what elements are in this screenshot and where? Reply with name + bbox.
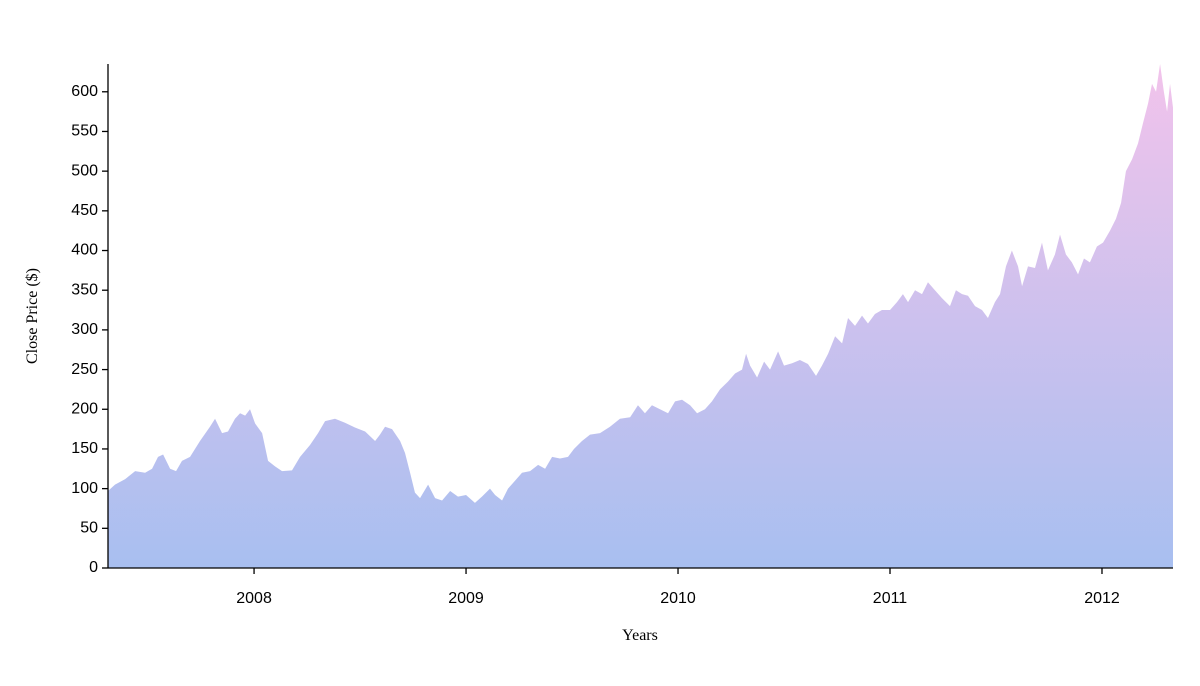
- area: [108, 64, 1173, 568]
- y-tick-label: 300: [71, 321, 98, 338]
- y-tick-label: 250: [71, 361, 98, 378]
- y-tick-label: 0: [89, 559, 98, 576]
- y-tick-label: 600: [71, 83, 98, 100]
- y-tick-label: 400: [71, 242, 98, 259]
- x-tick-label: 2012: [1084, 590, 1120, 607]
- y-tick-label: 450: [71, 202, 98, 219]
- plot: [108, 64, 1173, 568]
- x-tick-label: 2009: [448, 590, 484, 607]
- x-tick-label: 2010: [660, 590, 696, 607]
- y-tick-label: 500: [71, 162, 98, 179]
- x-tick-label: 2011: [873, 590, 908, 607]
- y-tick-label: 50: [80, 520, 98, 537]
- y-tick-label: 100: [71, 480, 98, 497]
- x-axis-label: Years: [622, 627, 658, 644]
- x-tick-label: 2008: [236, 590, 272, 607]
- y-axis-label: Close Price ($): [24, 268, 41, 364]
- y-tick-label: 550: [71, 123, 98, 140]
- y-tick-label: 350: [71, 281, 98, 298]
- y-tick-label: 150: [71, 440, 98, 457]
- y-tick-label: 200: [71, 400, 98, 417]
